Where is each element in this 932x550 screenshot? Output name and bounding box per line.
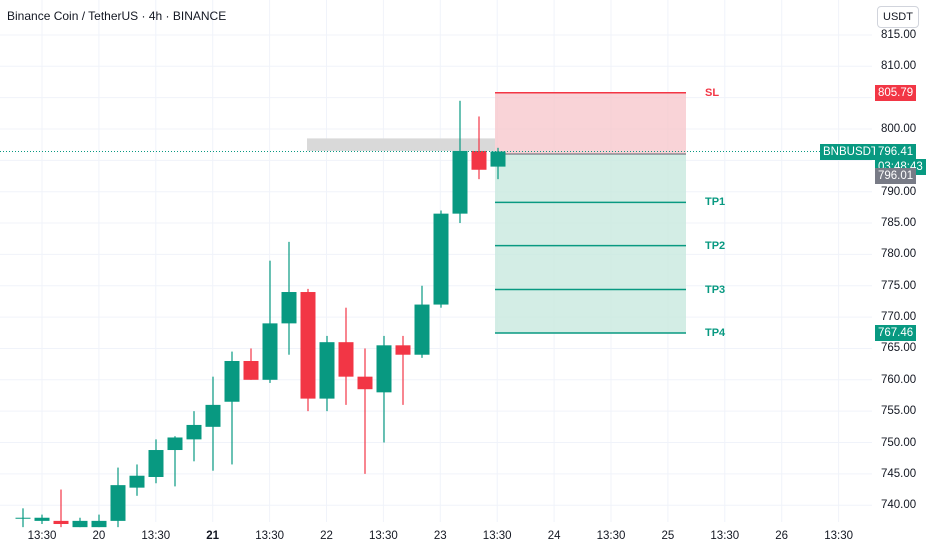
candle-body bbox=[433, 213, 449, 305]
candle bbox=[15, 508, 31, 528]
candle-body bbox=[300, 292, 316, 399]
y-tick-label: 785.00 bbox=[881, 217, 917, 230]
sl-label: SL bbox=[705, 86, 720, 99]
tp1-label: TP1 bbox=[705, 196, 726, 209]
x-tick-label: 13:30 bbox=[710, 530, 740, 542]
candle-body bbox=[281, 292, 297, 324]
candle bbox=[224, 351, 240, 465]
candle-body bbox=[395, 345, 411, 355]
candle-body bbox=[15, 517, 31, 519]
tp4-label: TP4 bbox=[705, 327, 726, 340]
candle-body bbox=[452, 150, 468, 214]
resistance-zone bbox=[307, 138, 495, 151]
currency-button[interactable]: USDT bbox=[877, 6, 919, 28]
candles bbox=[15, 100, 506, 528]
symbol-tag: BNBUSDT bbox=[820, 143, 881, 160]
candle bbox=[205, 376, 221, 471]
candle-body bbox=[148, 450, 164, 477]
last-price-tag: 796.41 bbox=[875, 143, 917, 160]
candle-body bbox=[205, 404, 221, 427]
x-tick-label: 13:30 bbox=[27, 530, 57, 542]
sl-price-tag: 805.79 bbox=[875, 84, 917, 101]
x-tick-label: 20 bbox=[92, 530, 106, 542]
candle-body bbox=[262, 323, 278, 380]
candle-body bbox=[72, 520, 88, 528]
candle bbox=[148, 439, 164, 484]
y-tick-label: 810.00 bbox=[881, 60, 917, 73]
y-tick-label: 765.00 bbox=[881, 342, 917, 355]
candle bbox=[110, 467, 126, 528]
prev-price-tag: 796.01 bbox=[875, 168, 917, 185]
y-tick-label: 800.00 bbox=[881, 123, 917, 135]
candle-body bbox=[376, 345, 392, 393]
x-tick-label: 21 bbox=[206, 530, 220, 542]
tp3-label: TP3 bbox=[705, 283, 726, 296]
y-tick-label: 790.00 bbox=[881, 185, 917, 198]
candle bbox=[338, 307, 354, 405]
candle-body bbox=[243, 360, 259, 380]
candle-body bbox=[414, 304, 430, 355]
candle bbox=[452, 100, 468, 224]
candle-body bbox=[471, 150, 487, 170]
candle-body bbox=[110, 485, 126, 521]
x-tick-label: 26 bbox=[775, 530, 789, 542]
candle bbox=[167, 436, 183, 487]
candle-body bbox=[338, 342, 354, 377]
candle-body bbox=[319, 342, 335, 399]
x-tick-label: 22 bbox=[320, 530, 333, 542]
stop-loss-zone bbox=[495, 92, 686, 155]
x-tick-label: 13:30 bbox=[369, 530, 398, 542]
candle-body bbox=[186, 424, 202, 440]
candle bbox=[91, 514, 107, 528]
tp4-price-tag: 767.46 bbox=[875, 325, 917, 342]
candle bbox=[262, 260, 278, 383]
candle bbox=[53, 489, 69, 528]
candle bbox=[357, 348, 373, 474]
candle bbox=[319, 335, 335, 412]
x-tick-label: 13:30 bbox=[482, 530, 512, 542]
candle-body bbox=[490, 151, 506, 167]
candle bbox=[129, 464, 145, 496]
x-tick-label: 24 bbox=[547, 530, 561, 542]
candle bbox=[300, 288, 316, 412]
sl-tp-zones bbox=[307, 91, 686, 334]
x-tick-label: 13:30 bbox=[255, 530, 284, 542]
candle bbox=[471, 116, 487, 180]
candle-body bbox=[224, 360, 240, 402]
y-tick-label: 770.00 bbox=[881, 311, 917, 324]
y-tick-label: 750.00 bbox=[881, 436, 917, 449]
chart-title: Binance Coin / TetherUS · 4h · BINANCE bbox=[7, 9, 227, 23]
candle bbox=[243, 348, 259, 380]
y-tick-label: 780.00 bbox=[881, 248, 917, 261]
candle bbox=[414, 285, 430, 358]
candle bbox=[72, 517, 88, 528]
x-tick-label: 13:30 bbox=[141, 530, 171, 542]
candle bbox=[490, 147, 506, 180]
candle-body bbox=[167, 437, 183, 451]
candle bbox=[186, 411, 202, 462]
candle-body bbox=[34, 517, 50, 521]
candle bbox=[395, 335, 411, 405]
candle-body bbox=[129, 475, 145, 488]
y-tick-label: 815.00 bbox=[881, 28, 917, 41]
tp2-label: TP2 bbox=[705, 239, 726, 252]
x-tick-label: 13:30 bbox=[596, 530, 626, 542]
take-profit-zone bbox=[495, 154, 686, 334]
y-tick-label: 775.00 bbox=[881, 279, 917, 292]
candle bbox=[433, 210, 449, 308]
candle-body bbox=[53, 520, 69, 525]
y-tick-label: 740.00 bbox=[881, 499, 917, 512]
candle-body bbox=[357, 376, 373, 390]
candle bbox=[281, 241, 297, 355]
y-tick-label: 745.00 bbox=[881, 467, 917, 480]
candle bbox=[376, 335, 392, 443]
x-tick-label: 25 bbox=[661, 530, 675, 542]
candle-body bbox=[91, 520, 107, 528]
x-tick-label: 23 bbox=[433, 530, 447, 542]
y-tick-label: 755.00 bbox=[881, 405, 917, 418]
y-tick-label: 760.00 bbox=[881, 373, 917, 386]
x-tick-label: 13:30 bbox=[824, 530, 853, 542]
candle bbox=[34, 514, 50, 525]
